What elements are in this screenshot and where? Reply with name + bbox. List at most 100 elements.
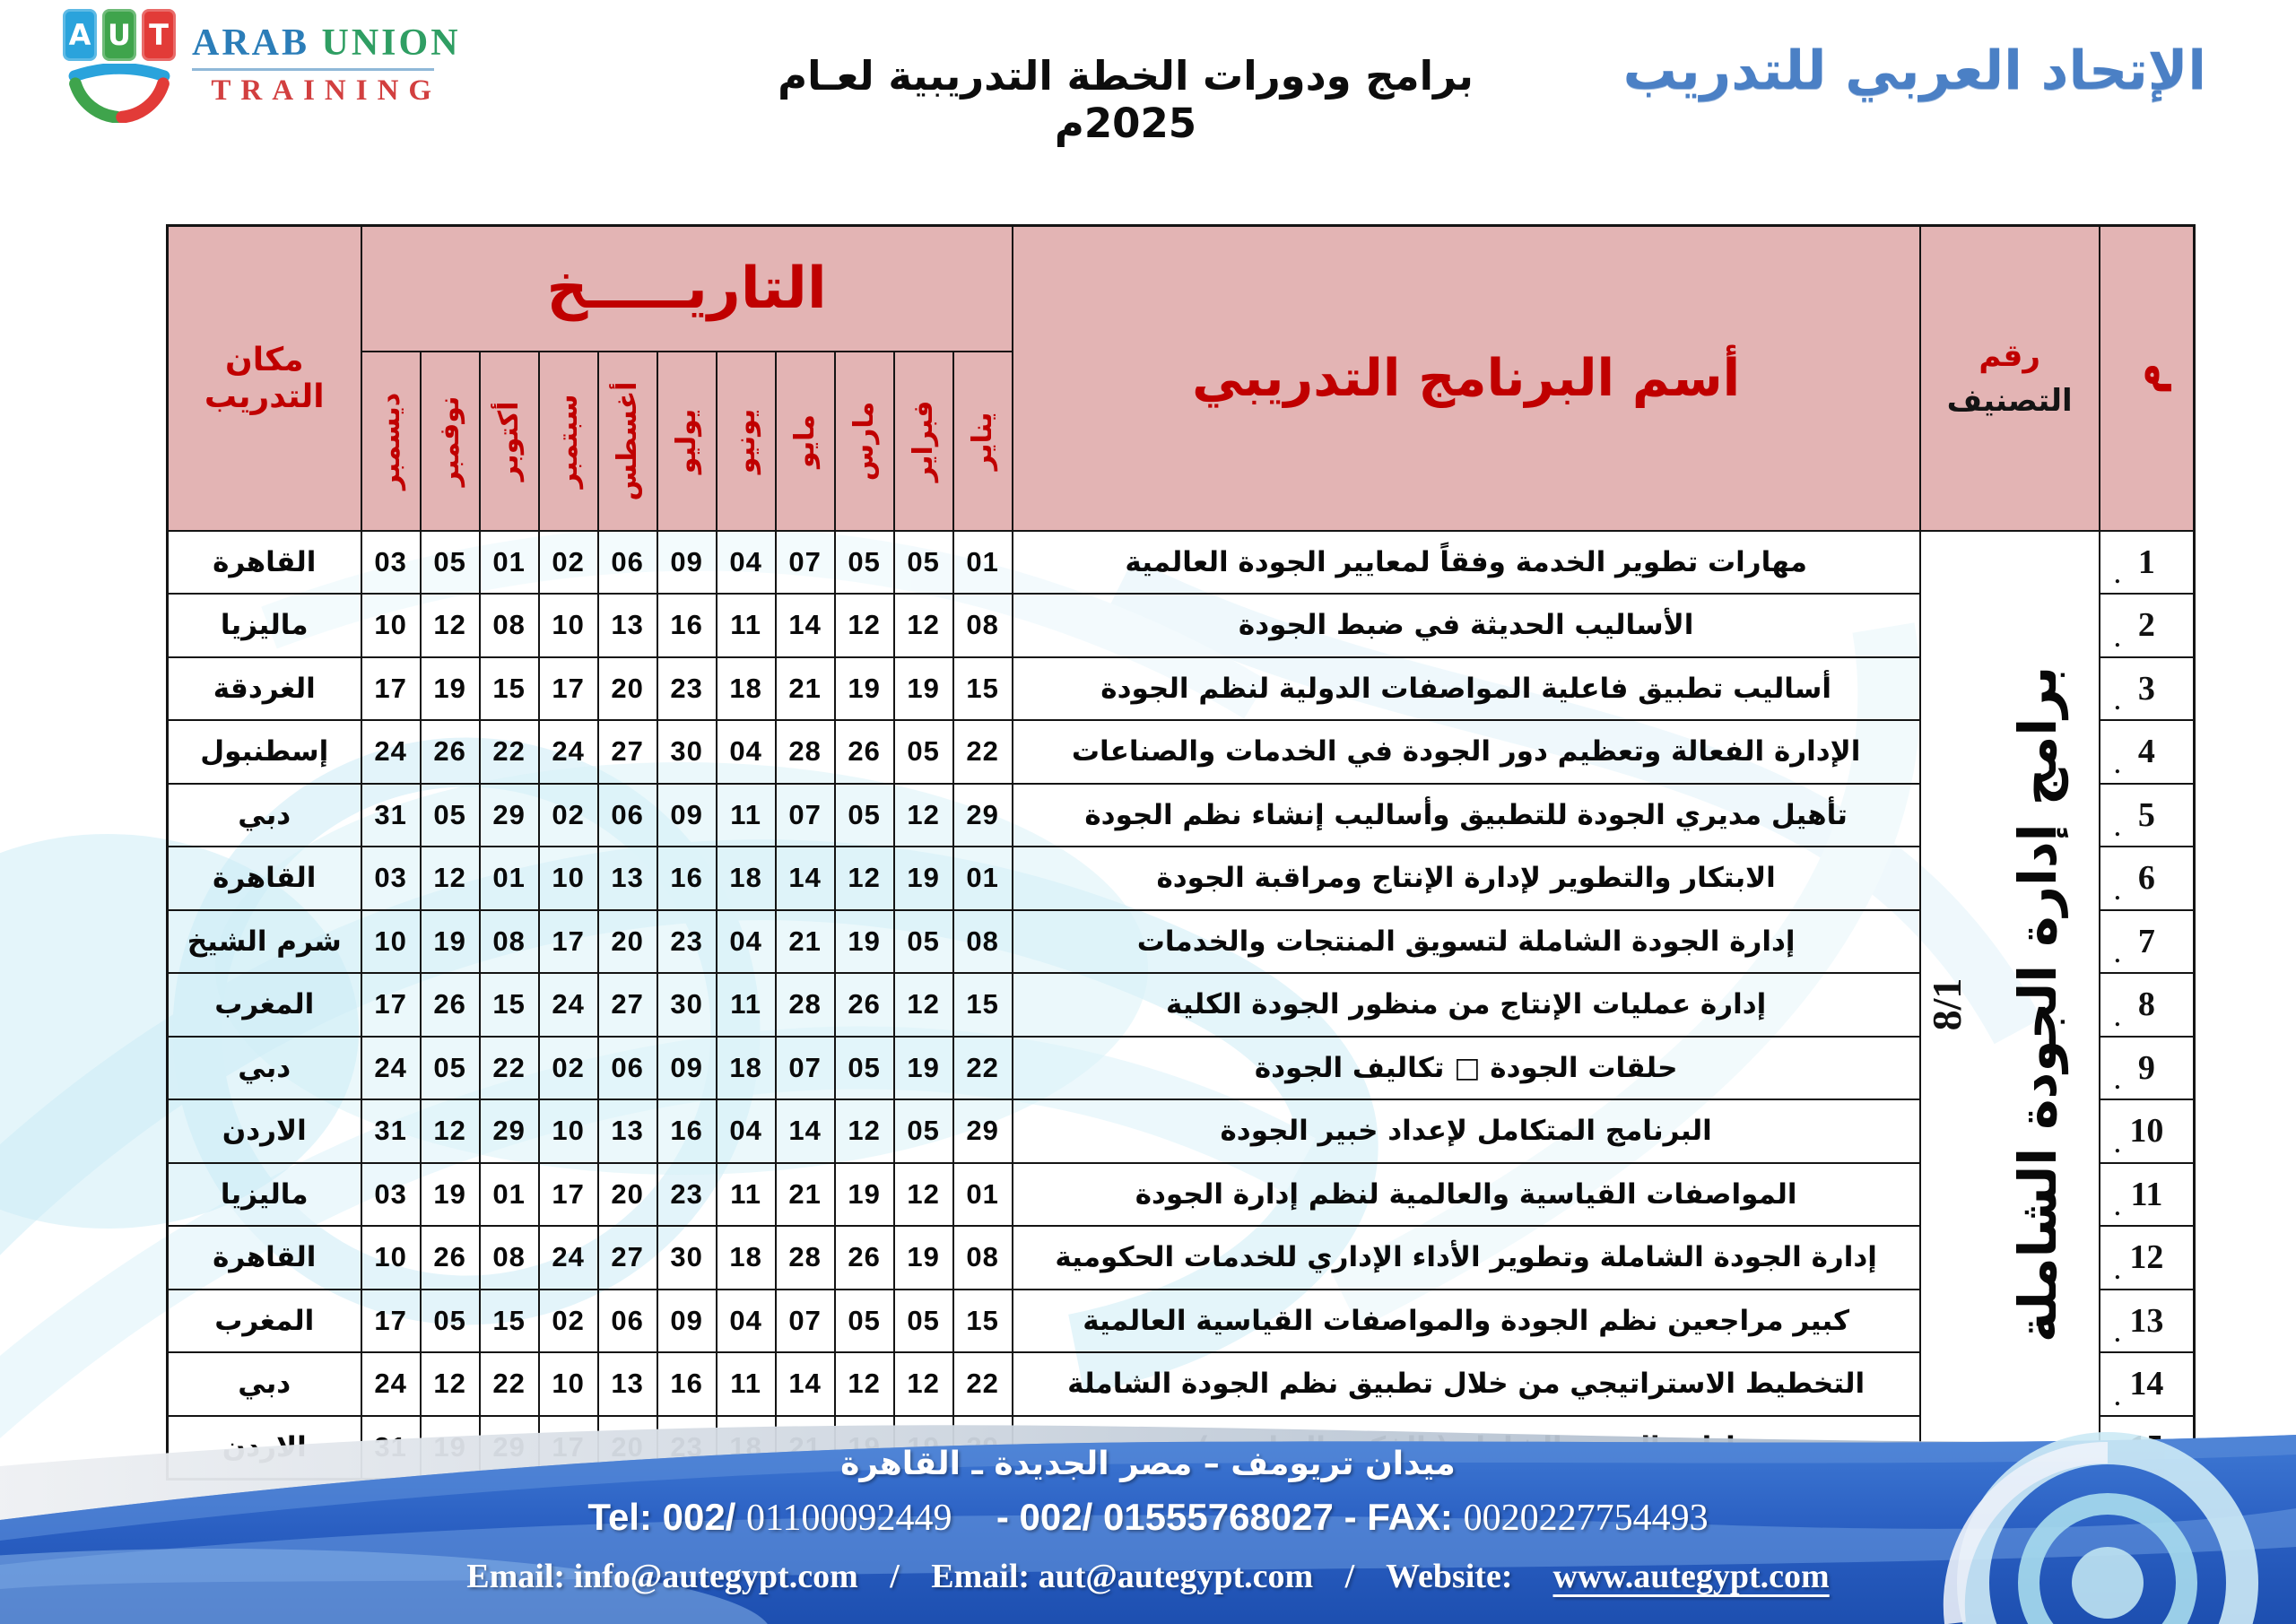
date-cell: 27 [596,972,658,1038]
date-cell: 02 [537,782,599,847]
date-cell: 18 [715,1225,777,1290]
logo-letter-u: U [102,9,136,61]
classification-category: برامج إدارة الجودة الشاملة [2007,666,2069,1343]
location: شرم الشيخ [166,908,362,974]
date-cell: 22 [952,1035,1013,1100]
date-cell: 02 [537,1035,599,1100]
date-cell: 13 [596,846,658,911]
date-cell: 12 [833,1351,895,1417]
date-cell: 05 [833,1035,895,1100]
header-date: التاريـــــخ [360,224,1013,352]
date-cell: 09 [656,529,718,595]
date-cell: 16 [656,1351,718,1417]
date-cell: 08 [952,1225,1013,1290]
date-cell: 17 [537,908,599,974]
table-row: 9. حلقات الجودة □ تكاليف الجودة 22 19 05 07 18… [166,1035,2196,1100]
date-cell: 30 [656,972,718,1038]
row-number: 4. [2098,719,2196,785]
tel-label: Tel: 002/ [587,1496,736,1538]
month-header: يونيو [715,350,777,532]
date-cell: 05 [419,1035,481,1100]
date-cell: 13 [596,593,658,658]
date-cell: 29 [478,782,540,847]
program-name: التخطيط الاستراتيجي من خلال تطبيق نظم ال… [1011,1351,1921,1417]
location: إسطنبول [166,719,362,785]
location: القاهرة [166,529,362,595]
dash: - [996,1496,1009,1538]
date-cell: 29 [478,1099,540,1164]
date-cell: 21 [774,1161,836,1227]
fax-number: 0020227754493 [1463,1498,1709,1539]
header-classification: رقم التصنيف [1918,224,2100,532]
location: الغردقة [166,656,362,721]
date-cell: 15 [478,1288,540,1353]
date-cell: 06 [596,1288,658,1353]
date-cell: 05 [892,1288,954,1353]
row-number: 12. [2098,1225,2196,1290]
month-header: مايو [774,350,836,532]
date-cell: 11 [715,972,777,1038]
date-cell: 11 [715,782,777,847]
date-cell: 10 [360,593,422,658]
date-cell: 17 [360,972,422,1038]
date-cell: 19 [833,908,895,974]
date-cell: 10 [537,1351,599,1417]
program-name: البرنامج المتكامل لإعداد خبير الجودة [1011,1099,1921,1164]
date-cell: 14 [774,846,836,911]
date-cell: 24 [360,1351,422,1417]
table-row: 11. المواصفات القياسية والعالمية لنظم إدا… [166,1161,2196,1227]
separator: / [1344,1558,1355,1595]
date-cell: 08 [952,908,1013,974]
date-cell: 04 [715,719,777,785]
email-address-2: aut@autegypt.com [1038,1558,1314,1595]
table-row: 1. برامج إدارة الجودة الشاملة 8/1 مهارات تط… [166,529,2196,1481]
date-cell: 12 [892,1161,954,1227]
organization-name-arabic: الإتحاد العربي للتدريب [1622,39,2206,102]
month-header: ديسمبر [360,350,422,532]
location: دبي [166,1351,362,1417]
date-cell: 19 [833,1161,895,1227]
date-cell: 20 [596,1161,658,1227]
date-cell: 12 [892,1351,954,1417]
date-cell: 20 [596,908,658,974]
date-cell: 20 [596,656,658,721]
table-row: 2. الأساليب الحديثة في ضبط الجودة 08 12 12 14… [166,593,2196,658]
date-cell: 17 [537,1161,599,1227]
date-cell: 04 [715,529,777,595]
location: المغرب [166,1288,362,1353]
date-cell: 21 [774,908,836,974]
date-cell: 01 [952,529,1013,595]
date-cell: 06 [596,782,658,847]
date-cell: 16 [656,1099,718,1164]
date-cell: 05 [419,782,481,847]
date-cell: 29 [952,782,1013,847]
table-row: 14. التخطيط الاستراتيجي من خلال تطبيق نظم… [166,1351,2196,1417]
email-label-1: Email: [466,1558,566,1595]
date-cell: 17 [360,656,422,721]
month-header: مارس [833,350,895,532]
date-cell: 05 [892,529,954,595]
date-cell: 12 [892,593,954,658]
training-schedule-table: م رقم التصنيف أسم البرنامج التدريبي التا… [166,224,2196,1481]
website-link[interactable]: www.autegypt.com [1552,1558,1830,1595]
header-location: مكان التدريب [166,224,362,532]
date-cell: 01 [478,529,540,595]
date-cell: 19 [419,1161,481,1227]
date-cell: 09 [656,1035,718,1100]
date-cell: 11 [715,1351,777,1417]
date-cell: 28 [774,719,836,785]
aut-logo: A U T ARAB UNION TRAINING [63,9,461,123]
date-cell: 14 [774,1351,836,1417]
program-name: حلقات الجودة □ تكاليف الجودة [1011,1035,1921,1100]
date-cell: 05 [833,529,895,595]
date-cell: 15 [478,972,540,1038]
date-cell: 31 [360,1099,422,1164]
date-cell: 10 [360,1225,422,1290]
date-cell: 11 [715,1161,777,1227]
date-cell: 19 [892,1225,954,1290]
date-cell: 23 [656,1161,718,1227]
date-cell: 28 [774,972,836,1038]
date-cell: 15 [478,656,540,721]
date-cell: 26 [833,719,895,785]
